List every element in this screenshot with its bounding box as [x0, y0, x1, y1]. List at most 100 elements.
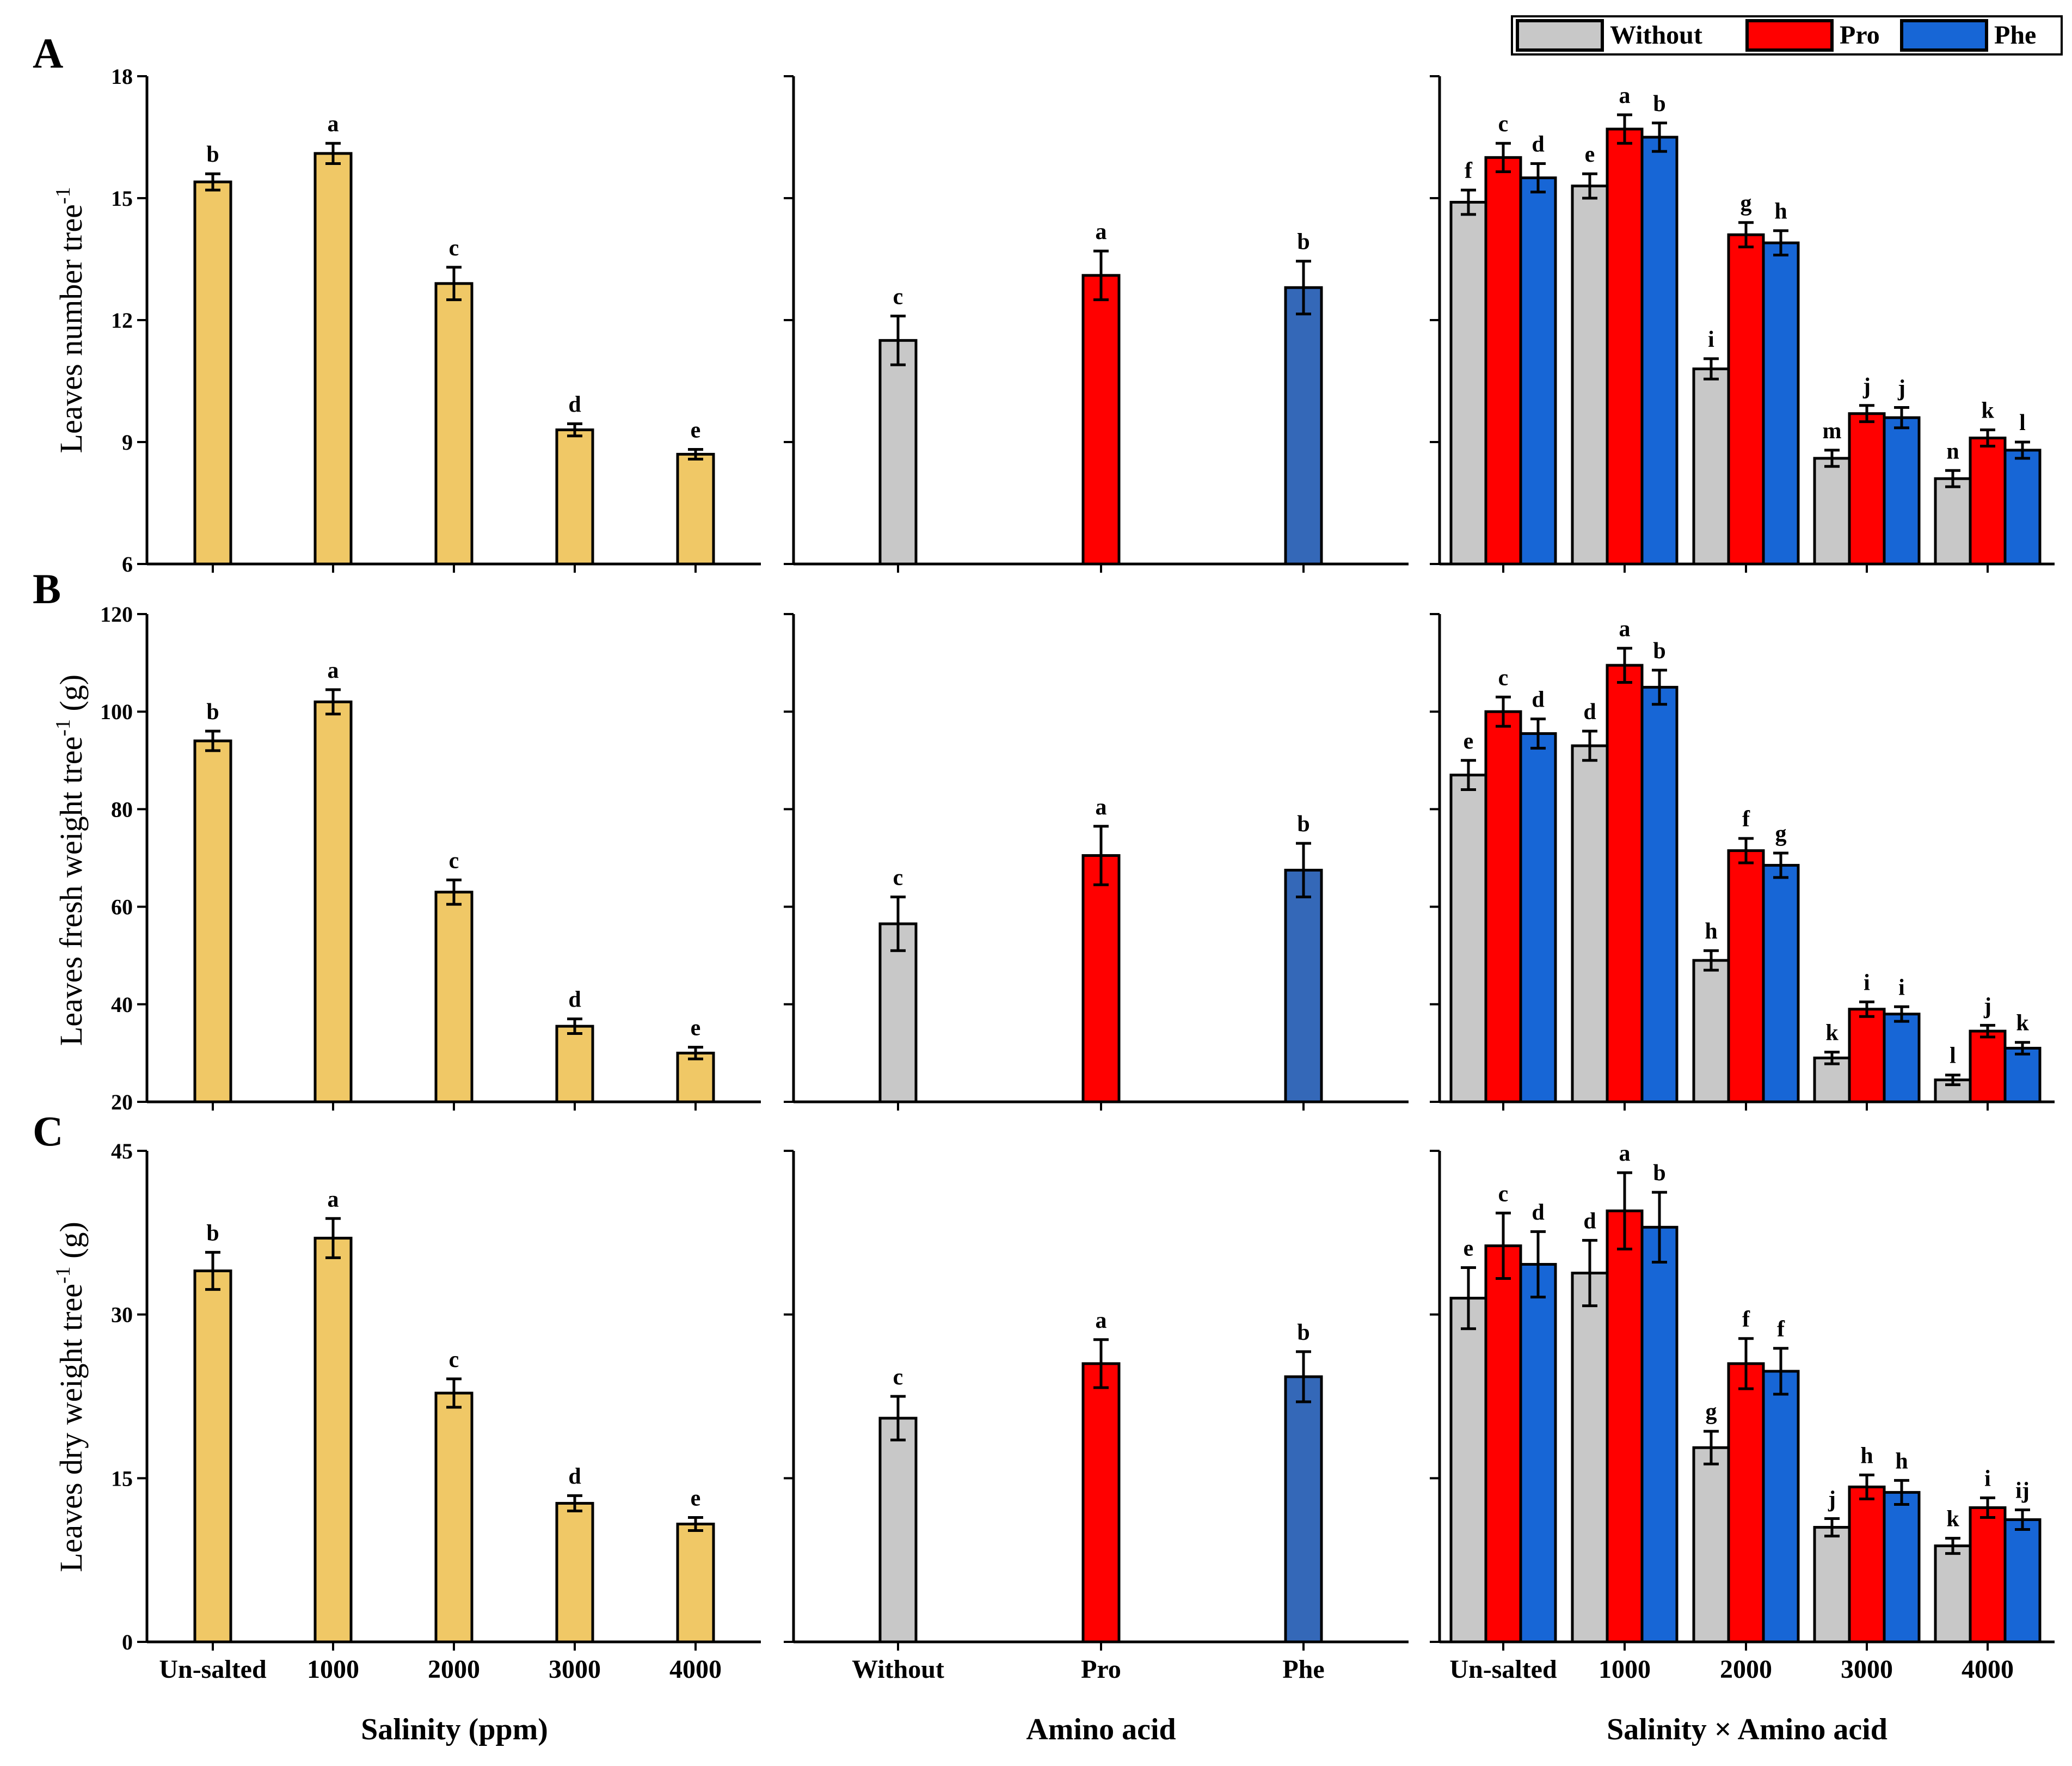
- C-interaction-3000-Pro-sig-letter: h: [1860, 1443, 1873, 1468]
- C-interaction-1000-Without-bar: [1571, 1271, 1609, 1644]
- B-salinity-1000-bar: [313, 700, 353, 1103]
- C-interaction-2000-Pro-bar: [1727, 1362, 1765, 1644]
- B-interaction-3000-Without-sig-letter: k: [1825, 1021, 1839, 1046]
- xtitle-interaction: Salinity × Amino acid: [1607, 1713, 1887, 1746]
- C-interaction-Un-salted-Without-sig-letter: e: [1464, 1236, 1474, 1261]
- A-salinity-y-tick-label: 18: [111, 64, 133, 89]
- ylabel-row-b: Leaves fresh weight tree-1 (g): [52, 674, 89, 1046]
- C-salinity-2000-sig-letter: c: [449, 1347, 459, 1372]
- A-interaction-4000-Without-bar: [1934, 477, 1972, 566]
- C-interaction-2000-Without-sig-letter: g: [1706, 1400, 1717, 1425]
- A-salinity-y-tick-label: 6: [122, 552, 133, 577]
- A-interaction-Un-salted-Pro-bar: [1484, 156, 1522, 566]
- C-salinity-4000-bar: [676, 1523, 715, 1644]
- C-interaction-3000-Without-bar: [1813, 1526, 1851, 1644]
- ylabel-row-a: Leaves number tree-1: [52, 187, 89, 453]
- A-salinity-Un-salted-bar: [193, 180, 232, 566]
- A-interaction-Un-salted-Pro-sig-letter: c: [1498, 112, 1509, 137]
- panel-letter-a: A: [33, 29, 63, 77]
- A-salinity-Un-salted-sig-letter: b: [206, 142, 219, 167]
- A-interaction-Un-salted-Phe-sig-letter: d: [1532, 132, 1544, 157]
- A-salinity-2000-bar: [434, 282, 474, 566]
- C-salinity-x-label: 4000: [669, 1655, 722, 1684]
- C-amino-Without-bar: [878, 1417, 918, 1644]
- B-interaction-4000-Pro-sig-letter: j: [1983, 994, 1991, 1019]
- C-interaction-x-label: 2000: [1720, 1655, 1772, 1684]
- B-amino-Without-sig-letter: c: [893, 866, 903, 891]
- B-interaction-2000-Pro-bar: [1727, 849, 1765, 1103]
- B-interaction-Un-salted-Without-sig-letter: e: [1464, 729, 1474, 754]
- C-salinity-x-label: 3000: [549, 1655, 601, 1684]
- ylabel-row-c: Leaves dry weight tree-1 (g): [52, 1222, 89, 1572]
- C-amino-x-label: Phe: [1282, 1655, 1324, 1684]
- B-interaction-Un-salted-Pro-sig-letter: c: [1498, 665, 1509, 690]
- C-interaction-3000-Phe-sig-letter: h: [1895, 1449, 1908, 1474]
- A-interaction-1000-Without-sig-letter: e: [1585, 142, 1595, 167]
- C-interaction-Un-salted-Pro-sig-letter: c: [1498, 1181, 1509, 1206]
- A-interaction-3000-Pro-bar: [1848, 412, 1886, 566]
- C-salinity-1000-bar: [313, 1236, 353, 1644]
- A-interaction-3000-Phe-bar: [1883, 416, 1921, 566]
- C-interaction-Un-salted-Without-bar: [1449, 1297, 1487, 1644]
- A-salinity-4000-sig-letter: e: [691, 418, 701, 443]
- panel-letter-c: C: [33, 1107, 63, 1155]
- xtitle-amino-acid: Amino acid: [1026, 1713, 1176, 1746]
- C-salinity-Un-salted-bar: [193, 1269, 232, 1644]
- B-salinity-y-tick-label: 120: [100, 602, 133, 627]
- C-salinity-y-tick-label: 0: [122, 1630, 133, 1654]
- B-interaction-3000-Phe-bar: [1883, 1013, 1921, 1103]
- B-interaction-4000-Phe-bar: [2003, 1046, 2042, 1103]
- C-amino-Pro-bar: [1081, 1362, 1121, 1644]
- B-interaction-Un-salted-Pro-bar: [1484, 710, 1522, 1103]
- B-interaction-1000-Pro-bar: [1606, 664, 1644, 1103]
- B-salinity-4000-sig-letter: e: [691, 1016, 701, 1041]
- C-amino-x-label: Without: [852, 1655, 944, 1684]
- B-interaction-2000-Phe-bar: [1762, 863, 1800, 1103]
- C-salinity-x-label: Un-salted: [159, 1655, 267, 1684]
- A-interaction-2000-Without-sig-letter: i: [1708, 327, 1714, 352]
- A-salinity-1000-bar: [313, 152, 353, 566]
- C-interaction-4000-Pro-bar: [1969, 1506, 2007, 1644]
- C-salinity-4000-sig-letter: e: [691, 1486, 701, 1511]
- C-salinity-2000-bar: [434, 1391, 474, 1644]
- C-interaction-2000-Phe-sig-letter: f: [1777, 1317, 1785, 1342]
- A-interaction-Un-salted-Phe-bar: [1519, 176, 1557, 566]
- B-salinity-y-tick-label: 60: [111, 895, 133, 919]
- C-amino-Pro-sig-letter: a: [1096, 1308, 1107, 1333]
- C-interaction-4000-Pro-sig-letter: i: [1984, 1466, 1991, 1491]
- A-amino-Pro-sig-letter: a: [1096, 219, 1107, 244]
- A-interaction-2000-Pro-sig-letter: g: [1741, 191, 1752, 216]
- C-interaction-4000-Phe-sig-letter: ij: [2015, 1478, 2030, 1503]
- C-interaction-x-label: 3000: [1841, 1655, 1893, 1684]
- C-interaction-1000-Pro-sig-letter: a: [1619, 1141, 1631, 1166]
- A-amino-Phe-sig-letter: b: [1297, 230, 1309, 255]
- B-interaction-2000-Phe-sig-letter: g: [1775, 821, 1787, 847]
- A-salinity-3000-bar: [555, 428, 594, 566]
- A-salinity-3000-sig-letter: d: [568, 392, 581, 417]
- A-interaction-2000-Phe-sig-letter: h: [1774, 199, 1787, 224]
- A-interaction-1000-Phe-sig-letter: b: [1653, 91, 1665, 116]
- legend-swatch-pro: [1745, 19, 1834, 52]
- B-salinity-y-tick-label: 100: [100, 700, 133, 724]
- B-interaction-Un-salted-Phe-bar: [1519, 732, 1557, 1103]
- C-interaction-4000-Without-sig-letter: k: [1946, 1507, 1959, 1532]
- B-interaction-Un-salted-Phe-sig-letter: d: [1532, 688, 1544, 713]
- xtitle-salinity: Salinity (ppm): [361, 1713, 548, 1746]
- C-interaction-1000-Pro-bar: [1606, 1209, 1644, 1644]
- C-interaction-2000-Without-bar: [1692, 1446, 1730, 1644]
- B-amino-Phe-bar: [1284, 868, 1323, 1103]
- C-salinity-1000-sig-letter: a: [328, 1187, 339, 1212]
- B-salinity-Un-salted-bar: [193, 739, 232, 1103]
- C-interaction-3000-Pro-bar: [1848, 1485, 1886, 1644]
- B-interaction-2000-Without-sig-letter: h: [1705, 919, 1717, 944]
- B-interaction-3000-Pro-sig-letter: i: [1864, 970, 1870, 995]
- legend-label-without: Without: [1610, 21, 1702, 50]
- A-interaction-2000-Without-bar: [1692, 367, 1730, 566]
- B-salinity-y-tick-label: 20: [111, 1090, 133, 1114]
- C-salinity-y-tick-label: 15: [111, 1466, 133, 1491]
- A-amino-Without-bar: [878, 339, 918, 566]
- C-interaction-1000-Without-sig-letter: d: [1583, 1209, 1596, 1234]
- legend: Without Pro Phe: [1511, 15, 2063, 56]
